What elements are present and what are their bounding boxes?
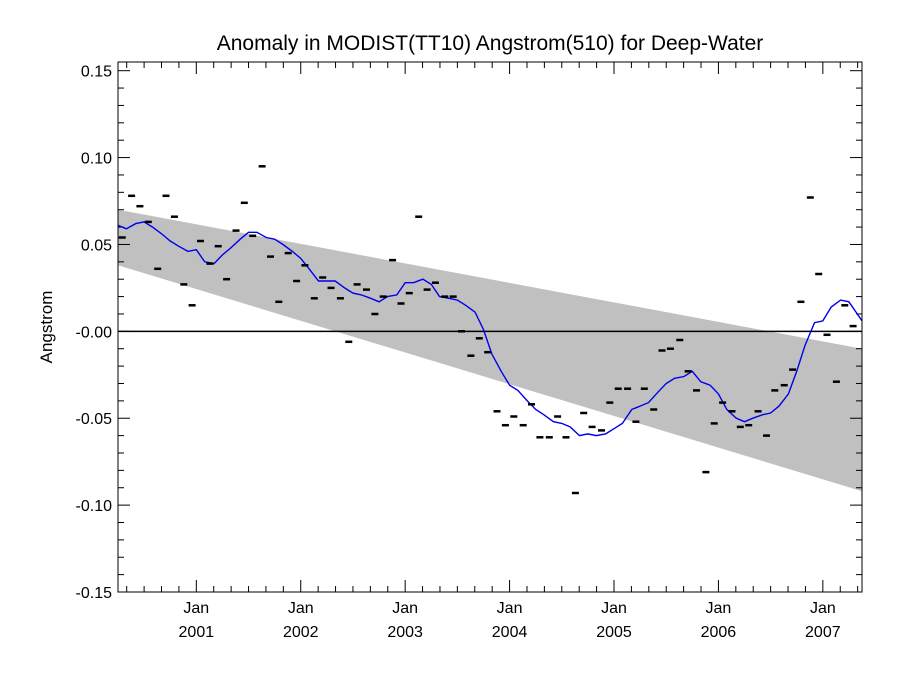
axis-ticks-layer <box>118 62 862 593</box>
x-tick-label-month: Jan <box>183 600 209 617</box>
x-tick-label-year: 2007 <box>805 624 841 641</box>
y-tick-label: 0.05 <box>81 237 112 254</box>
y-tick-label: -0.05 <box>76 411 113 428</box>
y-tick-label: 0.10 <box>81 151 112 168</box>
x-tick-label-month: Jan <box>601 600 627 617</box>
x-tick-label-month: Jan <box>706 600 732 617</box>
x-tick-label-year: 2002 <box>283 624 319 641</box>
y-tick-label: -0.15 <box>76 585 113 602</box>
x-tick-label-year: 2006 <box>701 624 737 641</box>
y-axis-label: Angstrom <box>37 291 56 364</box>
smoothed-line-layer <box>117 221 863 437</box>
x-tick-label-year: 2004 <box>492 624 528 641</box>
y-tick-label: -0.10 <box>76 498 113 515</box>
x-tick-label-month: Jan <box>497 600 523 617</box>
y-tick-label: -0.00 <box>76 324 113 341</box>
x-tick-label-month: Jan <box>392 600 418 617</box>
x-tick-label-month: Jan <box>810 600 836 617</box>
y-tick-label: 0.15 <box>81 64 112 81</box>
x-tick-label-month: Jan <box>288 600 314 617</box>
x-tick-label-year: 2001 <box>179 624 215 641</box>
x-tick-label-year: 2005 <box>596 624 632 641</box>
chart-title: Anomaly in MODIST(TT10) Angstrom(510) fo… <box>217 32 764 55</box>
tick-labels-layer: 0.15 0.10 0.05 -0.00 -0.05 -0.10 -0.15 Jan 2001 J… <box>76 64 841 641</box>
monthly-markers-layer <box>118 165 857 495</box>
smoothed-anomaly-line <box>117 221 863 437</box>
x-tick-label-year: 2003 <box>387 624 423 641</box>
plot-frame <box>117 61 863 593</box>
